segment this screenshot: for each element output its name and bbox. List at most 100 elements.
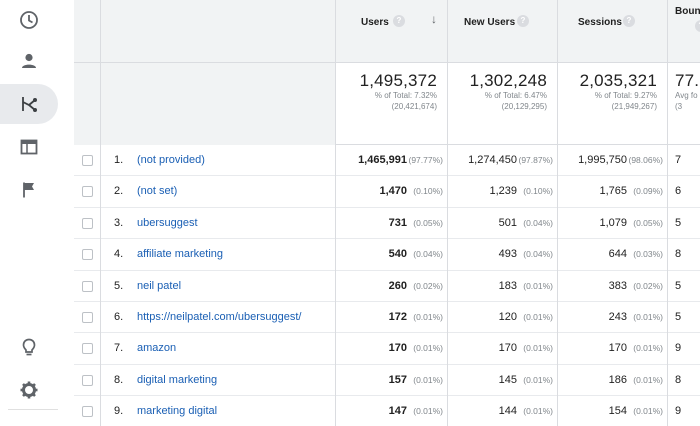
total-new-users: 1,302,248 % of Total: 6.47% (20,129,295): [447, 63, 557, 145]
total-bounce-overall: (3: [675, 102, 683, 111]
acquisition-nav-button[interactable]: [0, 84, 58, 124]
new-users-percent: (97.87%): [518, 155, 554, 165]
users-header-label: Users: [361, 17, 389, 28]
help-icon[interactable]: ?: [517, 15, 529, 27]
bounce-rate-value: 5: [675, 279, 682, 292]
new-users-value: 170: [498, 342, 517, 355]
bounce-rate-value: 5: [675, 216, 682, 229]
table-row: 1. (not provided) 1,465,991 (97.77%) 1,274,4…: [74, 145, 700, 177]
bounce-rate-value: 7: [675, 154, 682, 166]
help-icon[interactable]: ?: [393, 15, 405, 27]
users-value: 170: [388, 342, 407, 355]
help-icon[interactable]: ?: [623, 15, 635, 27]
sessions-percent: (98.06%): [628, 155, 664, 165]
acquisition-icon: [22, 97, 37, 112]
row-index: 6.: [114, 311, 124, 323]
column-divider: [447, 0, 448, 426]
users-percent: (0.01%): [413, 343, 443, 354]
total-users: 1,495,372 % of Total: 7.32% (20,421,674): [335, 63, 447, 145]
new-users-percent: (0.04%): [523, 217, 553, 228]
audience-nav-button[interactable]: [0, 41, 58, 81]
row-checkbox[interactable]: [82, 343, 93, 355]
sessions-value: 243: [608, 311, 627, 323]
total-new-users-value: 1,302,248: [469, 71, 547, 90]
sort-descending-icon[interactable]: ↓: [431, 12, 437, 26]
row-checkbox[interactable]: [82, 280, 93, 292]
keyword-link[interactable]: marketing digital: [137, 405, 218, 418]
row-checkbox[interactable]: [82, 312, 93, 323]
users-value: 540: [388, 248, 407, 261]
row-checkbox[interactable]: [82, 217, 93, 229]
row-index: 4.: [114, 248, 124, 261]
users-percent: (97.77%): [408, 155, 444, 165]
column-header-bounce-rate[interactable]: Bounc ?: [667, 0, 700, 63]
bounce-rate-value: 6: [675, 185, 682, 198]
row-checkbox[interactable]: [82, 249, 93, 261]
row-checkbox[interactable]: [82, 374, 93, 386]
bounce-rate-value: 9: [675, 405, 682, 418]
behavior-icon: [20, 139, 38, 155]
sessions-value: 1,765: [599, 185, 627, 198]
table-row: 9. marketing digital 147 (0.01%) 144 (0.01%) 1…: [74, 396, 700, 426]
new-users-percent: (0.01%): [523, 374, 553, 385]
row-index: 3.: [114, 216, 124, 229]
keyword-link[interactable]: neil patel: [137, 279, 182, 292]
table-row: 3. ubersuggest 731 (0.05%) 501 (0.04%) 1,079 (0…: [74, 207, 700, 240]
users-value: 1,470: [379, 185, 407, 198]
sessions-percent: (0.05%): [633, 217, 663, 228]
conversions-nav-button[interactable]: [0, 170, 58, 210]
row-index: 1.: [114, 154, 124, 166]
keyword-link[interactable]: ubersuggest: [137, 216, 198, 229]
column-divider: [335, 0, 336, 426]
sessions-percent: (0.01%): [633, 374, 663, 385]
new-users-percent: (0.01%): [523, 280, 553, 291]
column-header-users[interactable]: Users ? ↓: [335, 0, 447, 63]
keyword-link[interactable]: (not provided): [137, 154, 205, 166]
users-percent: (0.02%): [413, 280, 443, 291]
keyword-link[interactable]: (not set): [137, 185, 178, 198]
table-header: Users ? ↓ New Users ? Sessions ? Bounc ?: [74, 0, 700, 63]
users-percent: (0.01%): [413, 406, 443, 417]
lightbulb-icon: [22, 338, 36, 356]
sessions-value: 1,079: [599, 216, 627, 229]
row-index: 7.: [114, 342, 124, 355]
admin-button[interactable]: [0, 370, 58, 410]
column-header-new-users[interactable]: New Users ?: [447, 0, 557, 63]
users-percent: (0.10%): [413, 186, 443, 197]
sidebar: [0, 0, 58, 426]
total-bounce-value: 77.: [675, 71, 700, 90]
total-sessions-percent: % of Total: 9.27%: [594, 91, 657, 100]
sessions-percent: (0.01%): [633, 406, 663, 417]
new-users-percent: (0.01%): [523, 343, 553, 354]
sessions-value: 1,995,750: [578, 154, 627, 166]
total-users-percent: % of Total: 7.32%: [374, 91, 437, 100]
total-new-users-percent: % of Total: 6.47%: [484, 91, 547, 100]
behavior-nav-button[interactable]: [0, 127, 58, 167]
new-users-value: 120: [498, 311, 517, 323]
person-icon: [22, 53, 36, 68]
keyword-link[interactable]: https://neilpatel.com/ubersuggest/: [137, 311, 302, 323]
insights-button[interactable]: [0, 327, 58, 367]
users-value: 147: [388, 405, 407, 418]
row-index: 2.: [114, 185, 124, 198]
keyword-link[interactable]: amazon: [137, 342, 177, 355]
new-users-percent: (0.01%): [523, 406, 553, 417]
row-checkbox[interactable]: [82, 186, 93, 198]
bounce-rate-value: 5: [675, 311, 682, 323]
sidebar-divider: [8, 409, 58, 410]
bounce-rate-value: 8: [675, 373, 682, 386]
gear-icon: [20, 381, 38, 399]
users-percent: (0.01%): [413, 374, 443, 385]
row-checkbox[interactable]: [82, 406, 93, 418]
column-header-sessions[interactable]: Sessions ?: [557, 0, 667, 63]
realtime-nav-button[interactable]: [0, 0, 58, 40]
help-icon[interactable]: ?: [695, 20, 700, 32]
users-value: 260: [388, 279, 407, 292]
row-checkbox[interactable]: [82, 155, 93, 166]
keyword-link[interactable]: digital marketing: [137, 373, 218, 386]
sessions-header-label: Sessions: [578, 17, 622, 28]
new-users-value: 145: [498, 373, 517, 386]
users-percent: (0.04%): [413, 249, 443, 260]
users-value: 157: [388, 373, 407, 386]
keyword-link[interactable]: affiliate marketing: [137, 248, 224, 261]
